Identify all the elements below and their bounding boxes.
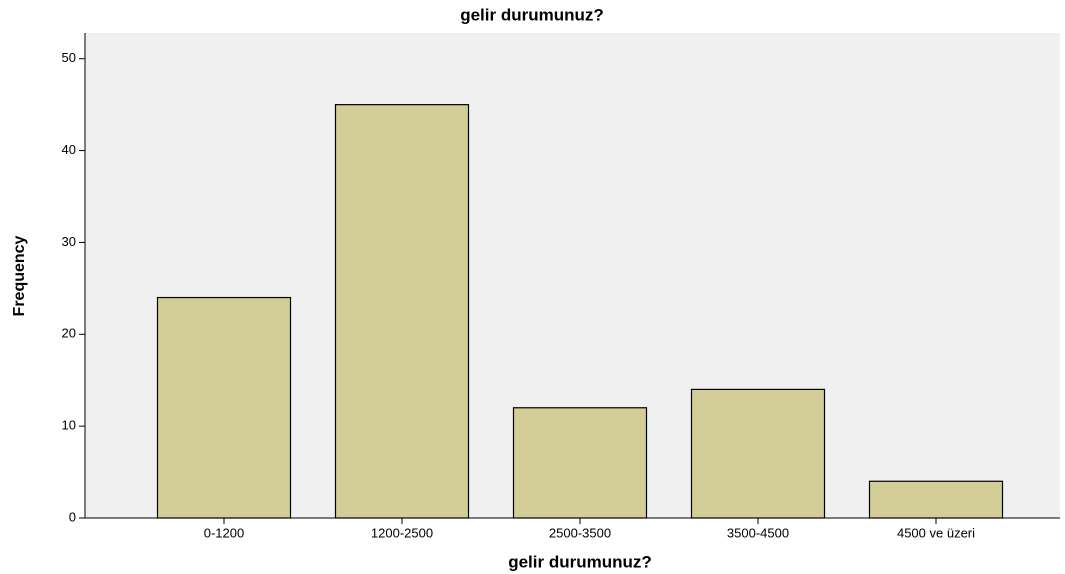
y-tick-label: 20 bbox=[62, 326, 76, 341]
y-axis-label: Frequency bbox=[11, 235, 28, 316]
chart-title: gelir durumunuz? bbox=[460, 5, 604, 24]
y-tick-label: 40 bbox=[62, 142, 76, 157]
y-tick-label: 30 bbox=[62, 234, 76, 249]
bar bbox=[334, 104, 470, 519]
bar bbox=[156, 296, 292, 519]
x-axis-label: gelir durumunuz? bbox=[508, 552, 652, 571]
bar bbox=[690, 388, 826, 519]
bar bbox=[868, 480, 1004, 519]
bar bbox=[512, 407, 648, 519]
y-tick-label: 50 bbox=[62, 50, 76, 65]
x-tick-label: 3500-4500 bbox=[727, 525, 789, 540]
x-tick-label: 0-1200 bbox=[204, 525, 244, 540]
x-tick-label: 1200-2500 bbox=[371, 525, 433, 540]
x-tick-label: 2500-3500 bbox=[549, 525, 611, 540]
y-tick-label: 0 bbox=[69, 509, 76, 524]
x-tick-label: 4500 ve üzeri bbox=[897, 525, 975, 540]
y-tick-label: 10 bbox=[62, 418, 76, 433]
